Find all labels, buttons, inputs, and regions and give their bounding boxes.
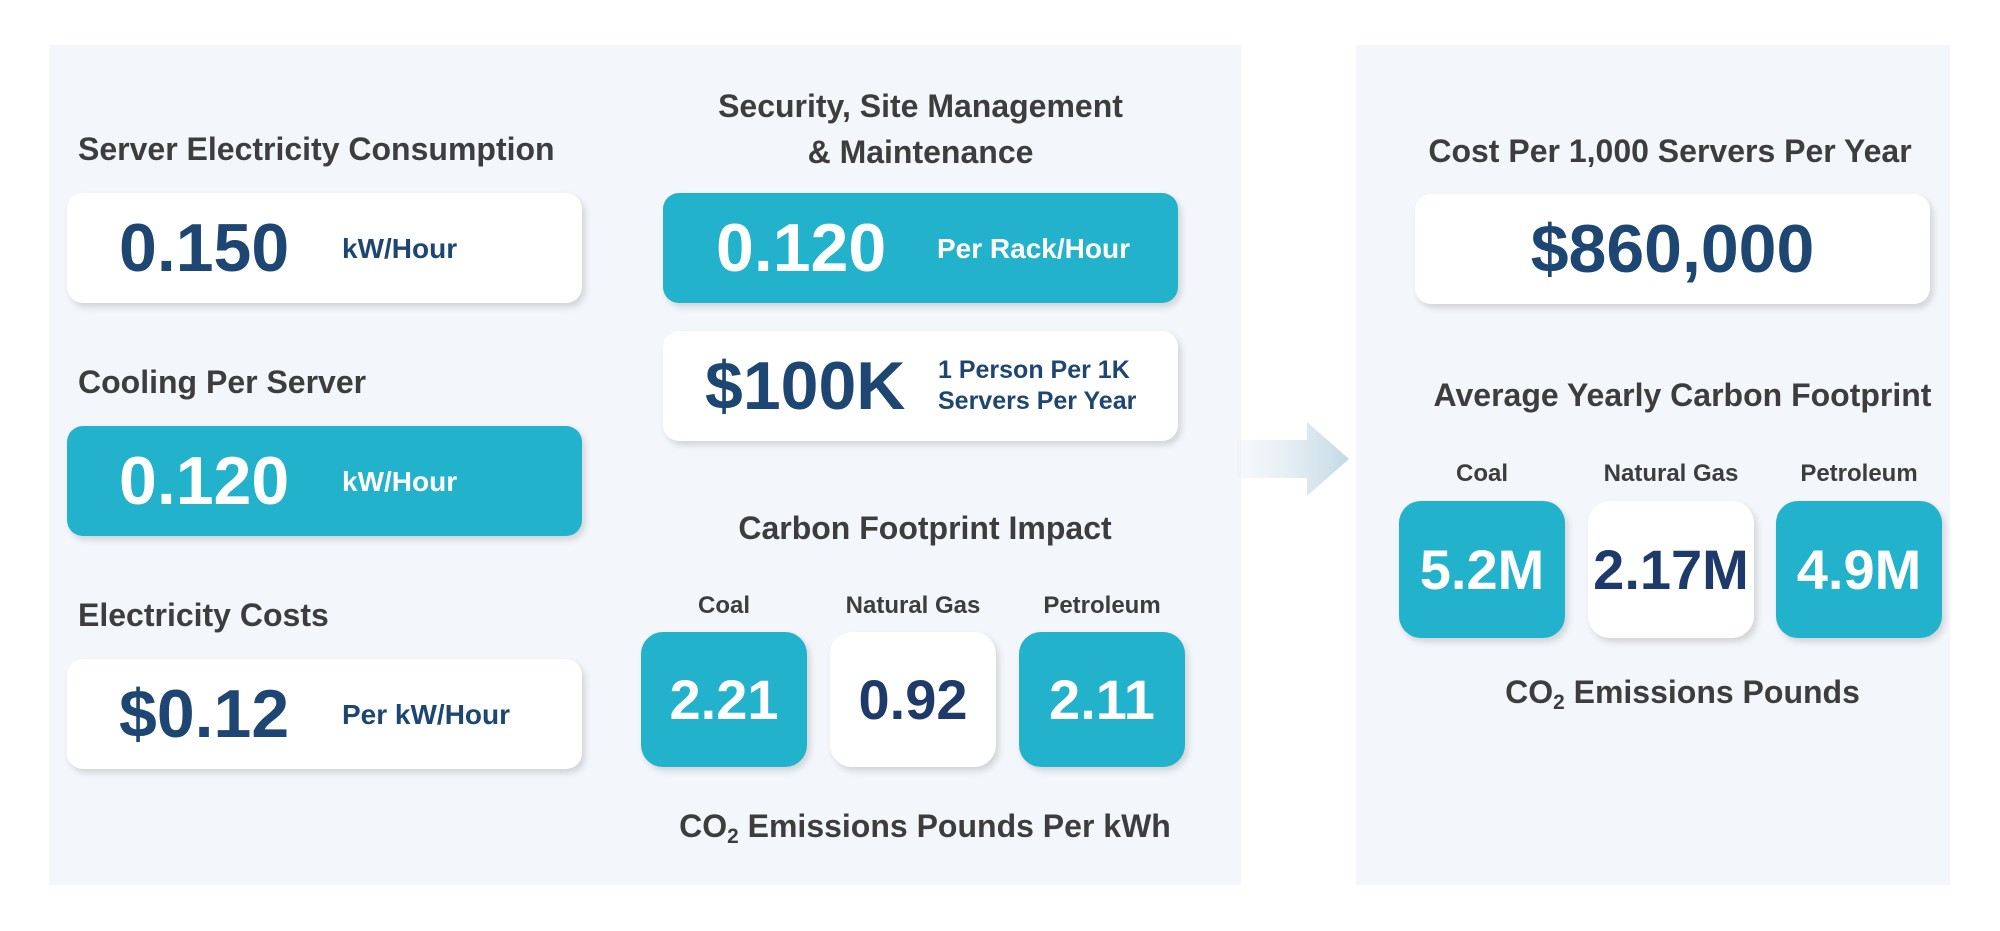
staff-unit-line2: Servers Per Year — [938, 387, 1137, 415]
staff-unit: 1 Person Per 1K Servers Per Year — [938, 355, 1136, 418]
right-panel — [1356, 45, 1950, 885]
cost-per-1000-card: $860,000 — [1415, 194, 1930, 304]
rack-value: 0.120 — [716, 210, 887, 286]
yearly-carbon-footer-rest: Emissions Pounds — [1564, 674, 1860, 710]
yearly-carbon-label-petroleum: Petroleum — [1800, 460, 1918, 487]
carbon-impact-tile-petroleum: 2.11 — [1019, 632, 1185, 767]
cooling-title: Cooling Per Server — [78, 364, 367, 400]
arrow-right-icon — [1237, 422, 1349, 496]
yearly-carbon-title: Average Yearly Carbon Footprint — [1433, 377, 1932, 413]
carbon-impact-tile-natural-gas: 0.92 — [830, 632, 996, 767]
rack-card: 0.120 Per Rack/Hour — [663, 193, 1178, 303]
security-title-line1: Security, Site Management — [718, 88, 1123, 124]
carbon-impact-label-petroleum: Petroleum — [1043, 592, 1161, 619]
cost-per-1000-value: $860,000 — [1530, 211, 1815, 287]
cooling-value: 0.120 — [119, 443, 290, 519]
cost-per-1000-title: Cost Per 1,000 Servers Per Year — [1428, 133, 1912, 169]
carbon-impact-label-natural-gas: Natural Gas — [845, 592, 981, 619]
electricity-costs-unit: Per kW/Hour — [342, 698, 511, 730]
carbon-impact-tile-coal: 2.21 — [641, 632, 807, 767]
security-title: Security, Site Management & Maintenance — [663, 83, 1178, 175]
carbon-impact-title: Carbon Footprint Impact — [738, 510, 1112, 546]
yearly-carbon-label-coal: Coal — [1455, 460, 1508, 487]
staff-unit-line1: 1 Person Per 1K — [938, 355, 1130, 384]
yearly-carbon-footer-co: CO — [1505, 674, 1554, 710]
server-electricity-unit: kW/Hour — [342, 232, 458, 264]
carbon-impact-footer-rest: Emissions Pounds Per kWh — [738, 808, 1171, 844]
electricity-costs-card: $0.12 Per kW/Hour — [67, 659, 582, 769]
server-electricity-card: 0.150 kW/Hour — [67, 193, 582, 303]
cooling-unit: kW/Hour — [342, 465, 458, 497]
staff-value: $100K — [705, 348, 906, 424]
yearly-carbon-label-natural-gas: Natural Gas — [1603, 460, 1739, 487]
server-electricity-title: Server Electricity Consumption — [78, 131, 555, 167]
yearly-carbon-tile-petroleum: 4.9M — [1776, 501, 1942, 638]
yearly-carbon-tile-natural-gas: 2.17M — [1588, 501, 1754, 638]
yearly-carbon-tile-coal: 5.2M — [1399, 501, 1565, 638]
security-title-line2: & Maintenance — [807, 134, 1034, 170]
electricity-costs-title: Electricity Costs — [78, 597, 329, 633]
yearly-carbon-footer-sub: 2 — [1553, 691, 1565, 715]
carbon-impact-footer: CO2 Emissions Pounds Per kWh — [640, 808, 1210, 849]
carbon-impact-footer-co: CO — [679, 808, 728, 844]
carbon-impact-footer-sub: 2 — [727, 825, 739, 849]
carbon-impact-label-coal: Coal — [697, 592, 750, 619]
staff-card: $100K 1 Person Per 1K Servers Per Year — [663, 331, 1178, 441]
cooling-card: 0.120 kW/Hour — [67, 426, 582, 536]
server-electricity-value: 0.150 — [119, 210, 290, 286]
electricity-costs-value: $0.12 — [119, 676, 290, 752]
rack-unit: Per Rack/Hour — [937, 232, 1130, 264]
yearly-carbon-footer: CO2 Emissions Pounds — [1380, 674, 1985, 715]
